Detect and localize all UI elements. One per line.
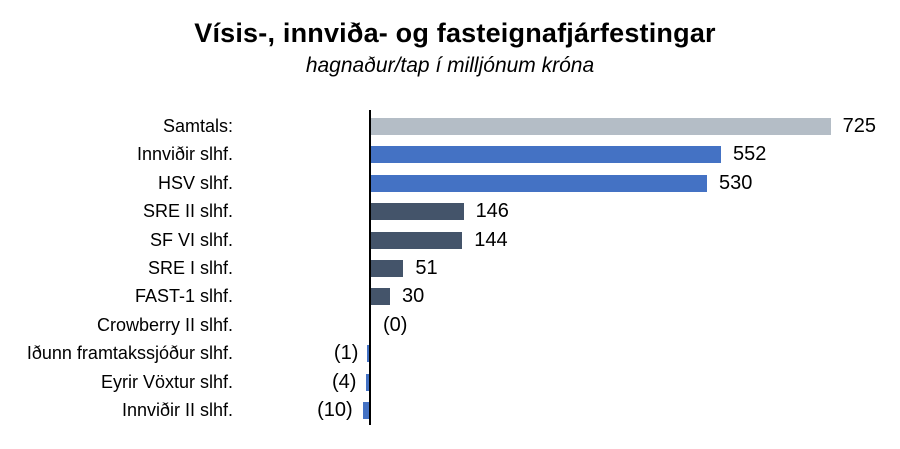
bar: [371, 231, 463, 249]
bar: [371, 288, 391, 306]
chart-row: SF VI slhf. 144: [0, 226, 900, 254]
category-label: Eyrir Vöxtur slhf.: [100, 371, 233, 392]
value-label: (10): [317, 399, 353, 422]
value-label: 530: [719, 171, 753, 194]
chart-row: Iðunn framtakssjóður slhf. (1): [0, 340, 900, 368]
value-label: 144: [474, 228, 508, 251]
category-label: Innviðir slhf.: [136, 144, 233, 165]
value-label: (4): [332, 370, 357, 393]
chart-row: Crowberry II slhf. (0): [0, 311, 900, 339]
category-label: Samtals:: [162, 115, 233, 136]
chart-row: Innviðir slhf. 552: [0, 140, 900, 168]
bar: [371, 174, 708, 192]
category-label: SRE II slhf.: [142, 201, 233, 222]
category-label: FAST-1 slhf.: [134, 286, 233, 307]
category-label: HSV slhf.: [157, 172, 233, 193]
chart-row: Eyrir Vöxtur slhf. (4): [0, 368, 900, 396]
chart-subtitle: hagnaður/tap í milljónum króna: [305, 54, 595, 77]
bar: [366, 373, 369, 391]
bar: [366, 345, 369, 363]
bar: [362, 402, 369, 420]
category-label: Innviðir II slhf.: [121, 400, 233, 421]
chart-row: FAST-1 slhf. 30: [0, 283, 900, 311]
value-label: (0): [383, 313, 408, 336]
chart-row: SRE II slhf. 146: [0, 197, 900, 225]
category-label: SRE I slhf.: [147, 257, 233, 278]
value-label: 30: [402, 285, 425, 308]
category-label: SF VI slhf.: [149, 229, 233, 250]
bar: [371, 259, 404, 277]
y-axis-line: [369, 110, 371, 425]
value-label: 146: [475, 200, 509, 223]
chart-row: HSV slhf. 530: [0, 169, 900, 197]
value-label: (1): [333, 342, 359, 365]
value-label: 552: [732, 143, 767, 166]
chart-title: Vísis-, innviða- og fasteignafjárfesting…: [194, 18, 716, 48]
chart-row: Samtals: 725: [0, 112, 900, 140]
category-label: Iðunn framtakssjóður slhf.: [26, 343, 233, 364]
bar: [371, 146, 721, 164]
bar: [371, 117, 831, 135]
category-label: Crowberry II slhf.: [96, 314, 233, 335]
chart-row: SRE I slhf. 51: [0, 254, 900, 282]
value-label: 51: [415, 256, 438, 279]
bar: [371, 203, 464, 221]
chart-row: Innviðir II slhf. (10): [0, 397, 900, 425]
value-label: 725: [842, 114, 877, 137]
